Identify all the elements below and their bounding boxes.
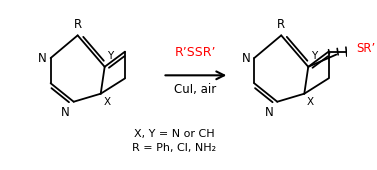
Text: CuI, air: CuI, air xyxy=(174,83,216,96)
Text: R: R xyxy=(277,18,285,31)
Text: X: X xyxy=(307,97,314,107)
Text: X, Y = N or CH
R = Ph, Cl, NH₂: X, Y = N or CH R = Ph, Cl, NH₂ xyxy=(132,129,216,152)
Text: R: R xyxy=(74,18,82,31)
Text: N: N xyxy=(61,106,70,119)
Text: N: N xyxy=(38,52,47,65)
Text: Y: Y xyxy=(311,51,317,61)
Text: X: X xyxy=(103,97,110,107)
Text: N: N xyxy=(265,106,274,119)
Text: R’SSR’: R’SSR’ xyxy=(175,46,216,59)
Text: SR’: SR’ xyxy=(356,42,375,55)
Text: Y: Y xyxy=(107,51,113,61)
Text: N: N xyxy=(242,52,251,65)
